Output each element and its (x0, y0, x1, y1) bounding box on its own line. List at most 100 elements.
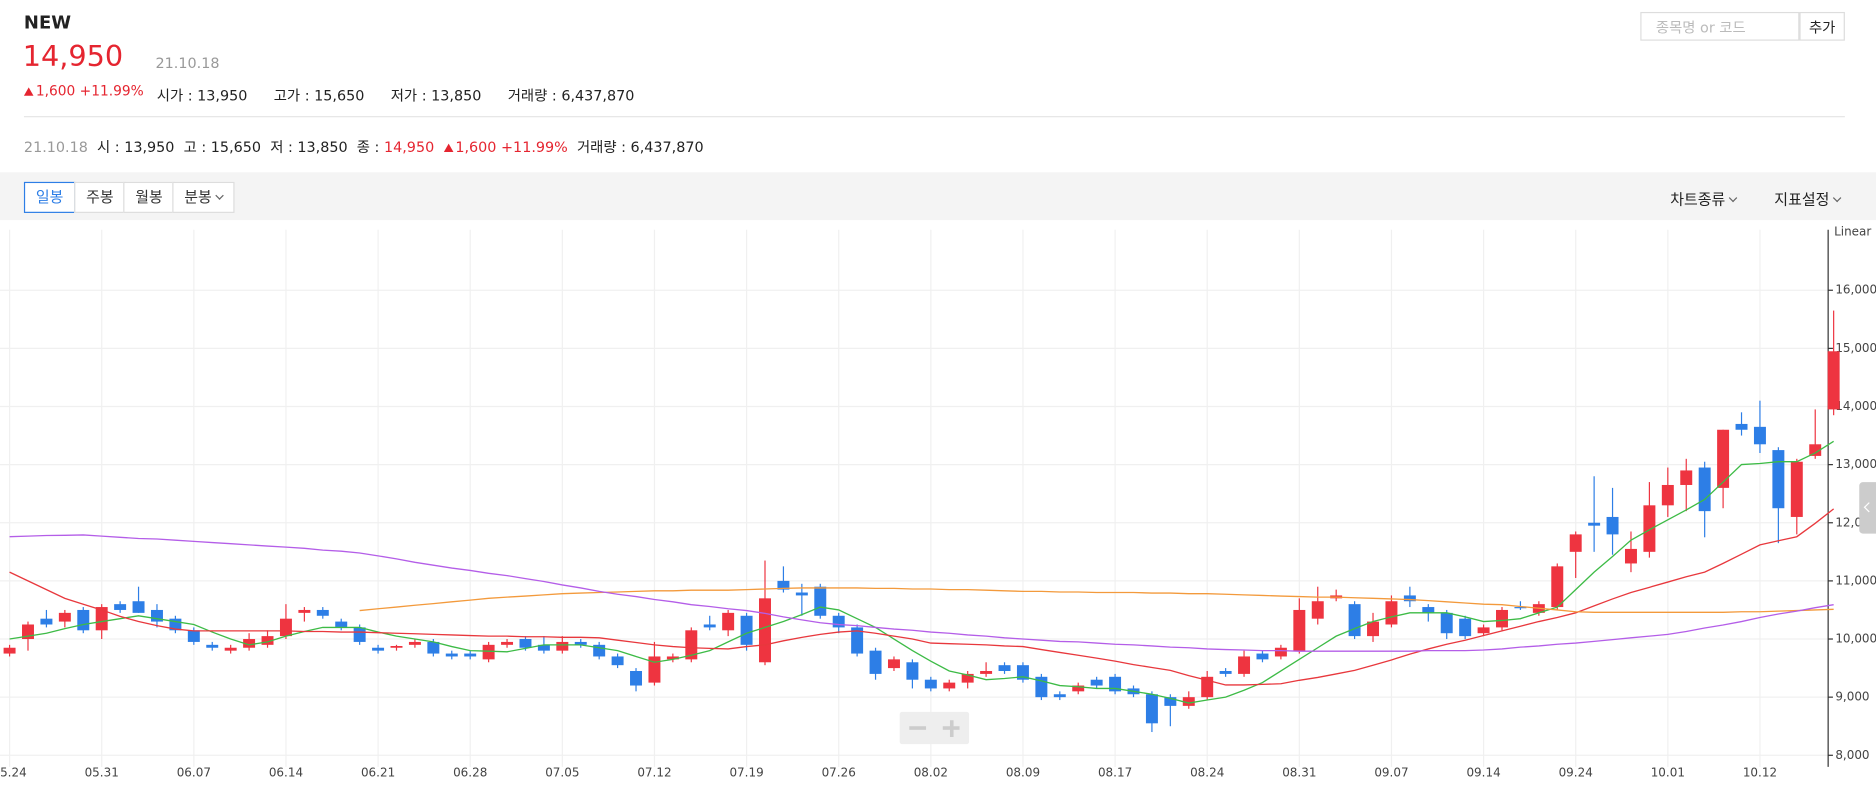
stat-label: 저가 : (390, 87, 427, 105)
period-button[interactable]: 월봉 (123, 181, 175, 213)
candle-body (132, 601, 145, 613)
x-tick-label: 06.14 (269, 765, 303, 779)
candle-body (887, 659, 900, 669)
search-input[interactable]: 종목명 or 코드 (1640, 11, 1800, 41)
candle-body (335, 621, 348, 628)
x-tick-label: 07.12 (637, 765, 671, 779)
side-panel-toggle[interactable] (1859, 482, 1876, 534)
x-tick-label: 08.09 (1006, 765, 1040, 779)
candle-body (1827, 351, 1840, 410)
candle-body (869, 650, 882, 674)
candle-body (1532, 604, 1545, 613)
summary-label: 저 : (270, 138, 293, 156)
x-tick-label: 09.14 (1466, 765, 1500, 779)
candle-body (1606, 516, 1619, 535)
candle-body (1238, 656, 1251, 674)
candle-body (316, 609, 329, 616)
stat-value: 13,950 (197, 87, 248, 105)
stat: 거래량 : 6,437,870 (508, 87, 635, 104)
candle-body (187, 630, 200, 642)
summary-label: 고 : (183, 138, 207, 156)
period-button[interactable]: 분봉 (172, 181, 235, 213)
candle-body (740, 615, 753, 645)
zoom-out[interactable] (909, 726, 927, 730)
stat: 시가 : 13,950 (157, 87, 248, 104)
date: 21.10.18 (155, 55, 220, 72)
candle-body (40, 618, 53, 625)
y-tick-label: 10,000 (1835, 632, 1876, 646)
y-tick-label: 13,000 (1835, 457, 1876, 471)
candle-body (1090, 679, 1103, 686)
candle-body (150, 609, 163, 622)
candle-body (574, 641, 587, 645)
menu-label: 지표설정 (1774, 190, 1830, 209)
candle-body (1219, 670, 1232, 674)
period-button[interactable]: 일봉 (23, 181, 76, 213)
candle-body (1145, 694, 1158, 724)
candle-body (298, 609, 311, 613)
stat-label: 시가 : (156, 87, 193, 105)
candle-body (243, 639, 256, 648)
candle-body (1127, 688, 1140, 695)
candle-body (685, 630, 698, 660)
candle-body (1772, 450, 1785, 509)
candle-body (1809, 444, 1822, 456)
x-tick-label: 08.24 (1190, 765, 1224, 779)
scale-label: Linear (1834, 225, 1871, 239)
candle-body (1514, 607, 1527, 609)
candle-body (759, 598, 771, 663)
candle-body (1311, 601, 1324, 619)
toolbar: 일봉 주봉 월봉 분봉 차트종류 지표설정 (0, 172, 1876, 221)
zoom-in-bar (949, 719, 953, 737)
period-label: 분봉 (184, 187, 212, 206)
candle-body (1717, 429, 1730, 488)
candle-body (795, 592, 808, 596)
stat-value: 13,850 (431, 87, 482, 105)
x-tick-label: 10.12 (1743, 765, 1777, 779)
add-button[interactable]: 추가 (1799, 11, 1845, 41)
candle-body (95, 607, 108, 631)
candle-body (703, 624, 716, 628)
candle-body (648, 656, 661, 683)
x-tick-label: 06.28 (453, 765, 487, 779)
summary-value: 13,850 (297, 138, 348, 156)
x-tick-label: 09.24 (1559, 765, 1593, 779)
candle-body (501, 641, 514, 645)
chart-type-menu[interactable]: 차트종류 (1670, 187, 1738, 210)
summary-rate: +11.99% (501, 138, 568, 156)
indicator-menu[interactable]: 지표설정 (1774, 187, 1842, 210)
candle-body (537, 644, 550, 651)
candle-body (1367, 621, 1380, 637)
period-button[interactable]: 주봉 (74, 181, 126, 213)
candle-body (445, 653, 458, 657)
summary-value: 15,650 (210, 138, 262, 156)
candle-body (1661, 484, 1674, 506)
candle-body (77, 609, 90, 631)
candle-body (814, 586, 827, 616)
summary-label: 시 : (97, 138, 120, 156)
candle-body (1735, 423, 1748, 430)
x-tick-label: 05.24 (0, 765, 27, 779)
x-tick-label: 10.01 (1651, 765, 1685, 779)
candle-body (3, 647, 16, 654)
candle-body (1569, 534, 1582, 552)
candle-body (519, 639, 532, 648)
x-tick-label: 09.07 (1374, 765, 1408, 779)
candle-body (1403, 595, 1416, 602)
change-rate: +11.99% (79, 82, 144, 100)
candle-body (998, 665, 1011, 671)
candle-body (722, 612, 735, 631)
summary: 21.10.18 시 : 13,950 고 : 15,650 저 : 13,85… (24, 136, 704, 156)
candle-body (1753, 426, 1766, 445)
candle-body (980, 670, 993, 674)
candle-body (1698, 467, 1711, 512)
summary-change: 1,600 +11.99% (443, 138, 568, 156)
candle-body (1072, 685, 1085, 692)
candle-body (924, 679, 937, 689)
stock-name: NEW (23, 11, 72, 34)
candle-body (353, 627, 366, 642)
x-tick-label: 06.07 (177, 765, 211, 779)
y-tick-label: 14,000 (1835, 399, 1876, 413)
